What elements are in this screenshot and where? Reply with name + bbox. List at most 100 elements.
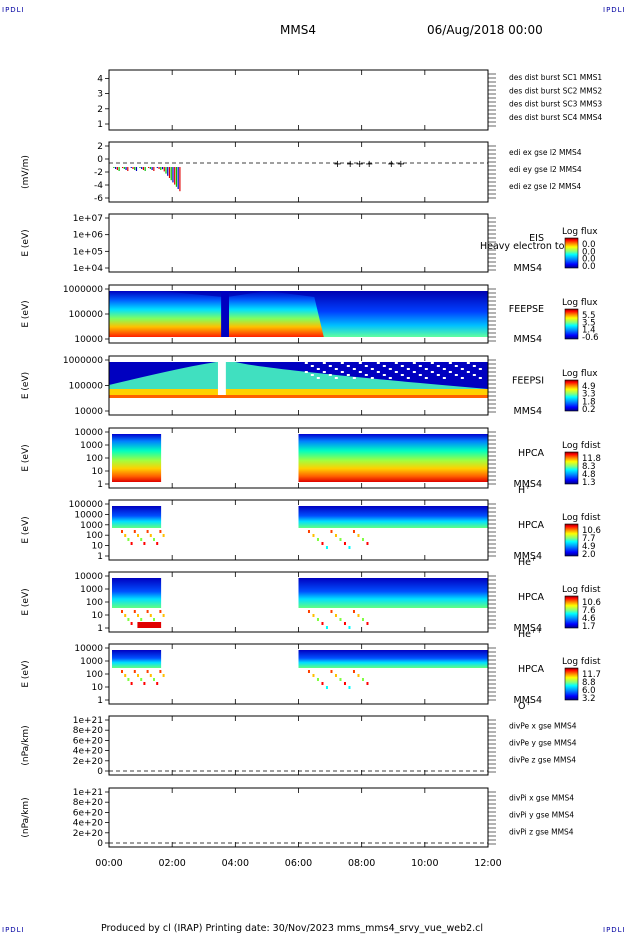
hpca_he2-species-charge: ++ [531,627,542,635]
feepse-region-right [227,291,324,337]
hpca_h-colorbar [564,451,579,485]
des-legend-entry: des dist burst SC2 MMS2 [509,86,602,95]
hpca_o-speck-right [357,674,360,677]
feepse-y-label: E (eV) [21,300,31,327]
feepsi-speckle [352,377,356,379]
hpca_he2-speck-right [348,626,351,629]
hpca_o-speck-right [348,686,351,689]
hpca_he1-speck-right [361,538,364,541]
divpi-frame [108,787,489,848]
hpca_he2-speck-left [130,622,133,625]
eis-colorbar-tick: 0.0 [582,240,596,250]
hpca-h-block-left [112,434,162,482]
hpca_he1-speck-right [334,534,337,537]
feepsi-colorbar [564,379,579,412]
hpca_o-colorbar [564,667,579,701]
divpi-legend-entry: divPi z gse MMS4 [509,827,574,836]
date-title: 06/Aug/2018 00:00 [427,23,543,37]
hpca_he1-speck-right [325,546,328,549]
feepsi-colorbar-tick: 3.3 [582,390,596,400]
hpca_o-speck-right [316,678,319,681]
des-frame [108,69,489,131]
feepsi-band-low [109,395,488,398]
eis-colorbar-tick: 0.0 [582,247,596,257]
hpca_o-speck-left [156,682,159,685]
hpca_he2-block-left [112,578,162,608]
feepsi-speckle [394,371,398,373]
hpca_he1-speck-left [146,530,149,533]
feepsi-speckle [442,368,446,370]
hpca_h-species-charge: + [525,483,530,491]
feepsi-speckle [412,362,416,364]
feepsi-speckle [322,371,326,373]
feepsi-speckle [448,371,452,373]
feepsi-speckle [436,374,440,376]
hpca_he1-speck-left [156,542,159,545]
edi-legend-entry: edi ey gse l2 MMS4 [509,165,582,174]
feepse-colorbar-title: Log flux [562,298,598,308]
feepsi-speckle [304,362,308,364]
feepsi-speckle [466,371,470,373]
hpca_h-y-tick-label: 1 [97,480,103,490]
hpca_he1-y-tick-label: 10000 [74,510,103,520]
feepsi-speckle [418,374,422,376]
edi-point: + [356,159,364,170]
divpe-y-tick-label: 2e+20 [73,757,104,767]
hpca_he2-speck-left [140,618,143,621]
divpe-y-label: (nPa/km) [21,725,31,765]
hpca-h-block-right [298,434,488,482]
feepsi-speckle [316,377,320,379]
hpca_he2-block-right [298,578,488,608]
hpca_he2-speck-left [124,614,127,617]
eis-frame [108,213,489,273]
feepsi-colorbar-tick: 0.2 [582,405,596,415]
des-y-tick-label: 4 [97,74,103,84]
feepse-y-tick-label: 1000000 [63,285,103,295]
des-legend-entry: des dist burst SC4 MMS4 [509,113,602,122]
hpca_he1-colorbar-tick: 7.7 [582,534,596,544]
hpca_he2-speck-right [334,614,337,617]
panel-eis: 1e+07 1e+06 1e+05 1e+04 E (eV) EIS MMS4 Heavy e… [21,213,598,274]
hpca_he1-species-charge: + [531,555,536,563]
hpca_he1-speck-right [366,542,369,545]
divpi-y-tick-label: 1e+21 [73,788,103,798]
feepsi-speckle [478,368,482,370]
hpca_o-y-tick-label: 1000 [80,657,103,667]
hpca_o-speck-right [307,670,310,673]
hpca_he2-instrument-label: HPCA [518,592,545,603]
hpca_he1-speck-left [149,534,152,537]
hpca_he2-speck-left [153,618,155,621]
hpca_o-speck-right [339,678,342,681]
hpca_o-colorbar-tick: 6.0 [582,686,596,696]
hpca_he1-instrument-label: HPCA [518,520,545,531]
feepsi-speckle [430,371,434,373]
hpca_o-species-label: O+ [518,699,531,712]
hpca_o-block-right [298,650,488,668]
hpca_he1-speck-right [348,546,351,549]
hpca_he1-spacecraft-label: MMS4 [514,551,542,562]
hpca_he2-y-tick-label: 10000 [74,572,103,582]
divpe-legend-entry: divPe x gse MMS4 [509,722,577,731]
hpca_he1-speck-right [343,542,346,545]
hpca_he2-colorbar [564,595,579,629]
hpca_he1-colorbar-tick: 10.6 [582,526,601,536]
hpca_o-speck-right [343,682,346,685]
eis-y-tick-label: 1e+06 [73,231,104,241]
edi-point: + [387,159,395,170]
hpca_he2-colorbar-tick: 1.7 [582,622,596,632]
feepsi-speckle [394,362,398,364]
hpca_o-y-tick-label: 10 [92,683,104,693]
feepsi-speckle [382,365,386,367]
feepsi-speckle [340,371,344,373]
feepsi-speckle [454,374,458,376]
edi-point: + [365,159,373,170]
divpe-frame [108,715,489,776]
hpca_he1-block-left [112,506,162,528]
hpca_he2-speck-right [330,610,333,613]
feepsi-colorbar-tick: 4.9 [582,382,596,392]
hpca_he2-colorbar-tick: 7.6 [582,606,596,616]
hpca_he1-speck-left [162,534,165,537]
hpca_o-speck-left [140,678,143,681]
